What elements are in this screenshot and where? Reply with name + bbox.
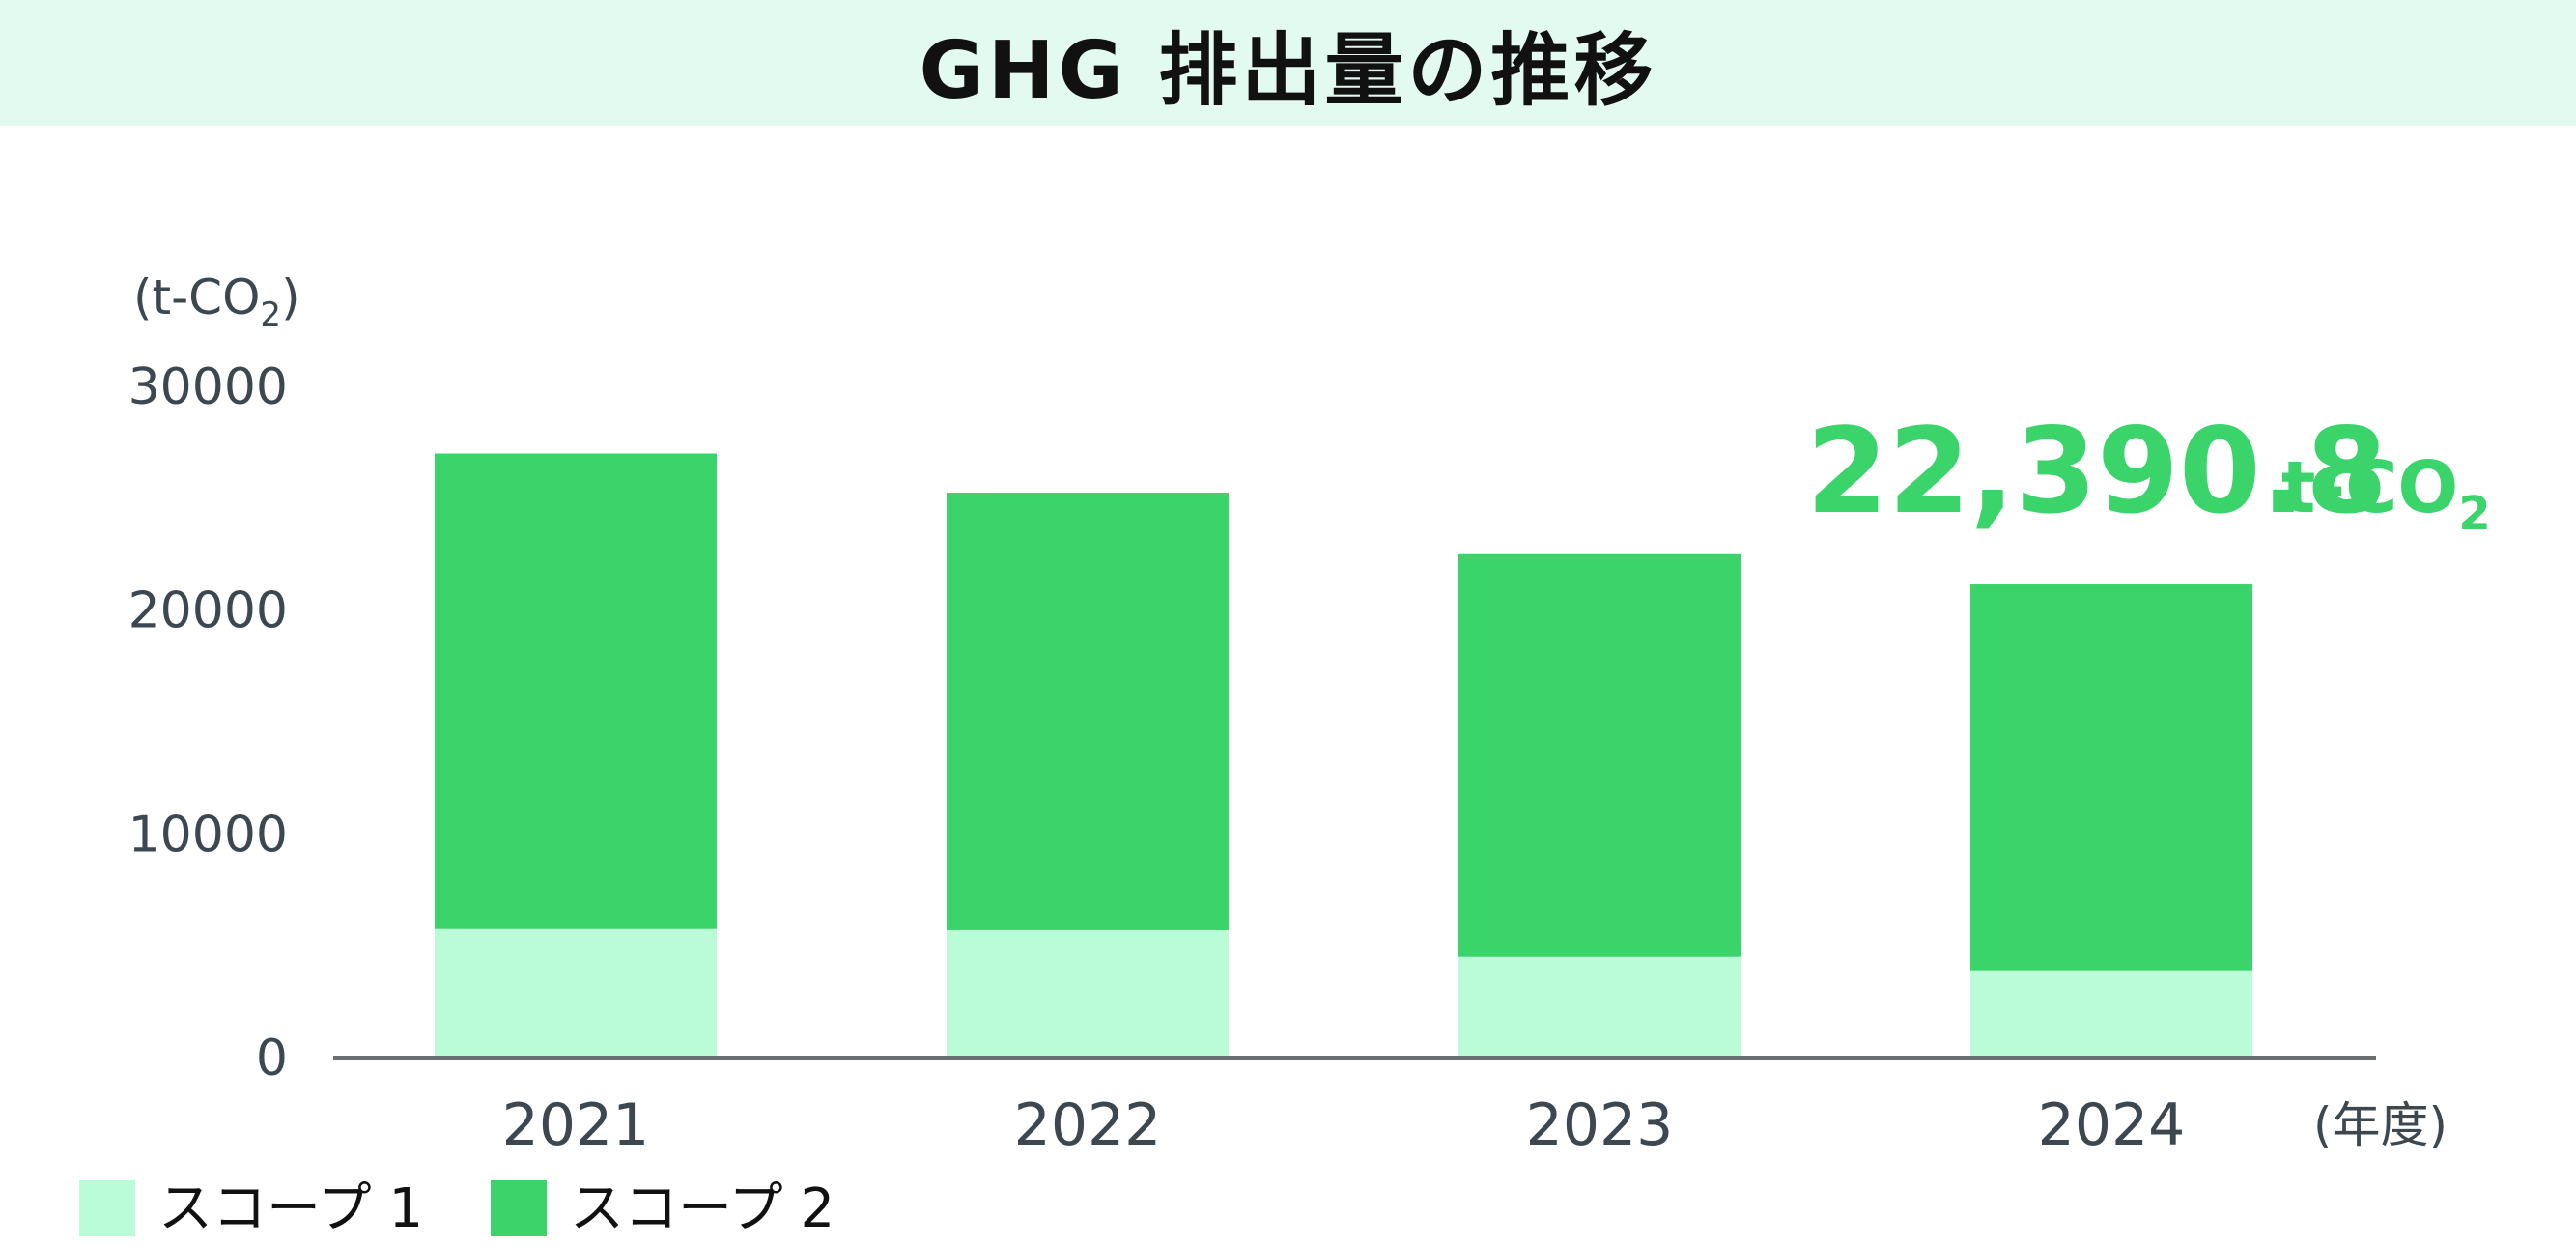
chart-title: GHG 排出量の推移 bbox=[919, 24, 1657, 117]
legend-label-scope2: スコープ 2 bbox=[570, 1177, 835, 1240]
bar-2021-scope1 bbox=[435, 928, 717, 1058]
legend-swatch-scope1 bbox=[79, 1180, 135, 1236]
x-tick-label-2021: 2021 bbox=[502, 1091, 650, 1159]
y-tick-label-0: 0 bbox=[256, 1030, 288, 1088]
callout-unit: t-CO2 bbox=[2281, 446, 2491, 541]
legend: スコープ 1 スコープ 2 bbox=[79, 1177, 835, 1240]
y-tick-label-10000: 10000 bbox=[128, 806, 288, 864]
legend-label-scope1: スコープ 1 bbox=[158, 1177, 423, 1240]
bar-2022-scope2 bbox=[947, 493, 1229, 930]
title-bar: GHG 排出量の推移 bbox=[0, 0, 2576, 126]
x-tick-label-2023: 2023 bbox=[1526, 1091, 1674, 1159]
legend-swatch-scope2 bbox=[491, 1180, 547, 1236]
x-tick-label-2024: 2024 bbox=[2038, 1091, 2186, 1159]
x-tick-label-2022: 2022 bbox=[1014, 1091, 1162, 1159]
x-axis-unit: (年度) bbox=[2313, 1097, 2448, 1153]
bar-2024-scope2 bbox=[1970, 584, 2252, 971]
bar-2023-scope2 bbox=[1458, 553, 1741, 957]
bar-2021-scope2 bbox=[435, 453, 717, 929]
y-axis-ticks: 0 10000 20000 30000 bbox=[128, 358, 288, 1088]
y-tick-label-30000: 30000 bbox=[128, 358, 288, 416]
y-tick-label-20000: 20000 bbox=[128, 582, 288, 640]
total-callout: 22,390.8 t-CO2 bbox=[1806, 403, 2491, 541]
bar-2022-scope1 bbox=[947, 929, 1229, 1058]
y-axis-unit: (t-CO2) bbox=[133, 269, 300, 334]
x-axis-labels: 2021 2022 2023 2024 bbox=[502, 1091, 2186, 1159]
callout-value: 22,390.8 bbox=[1806, 403, 2388, 540]
bar-2023-scope1 bbox=[1458, 956, 1741, 1058]
bar-2024-scope1 bbox=[1970, 970, 2252, 1058]
bars bbox=[435, 453, 2252, 1058]
